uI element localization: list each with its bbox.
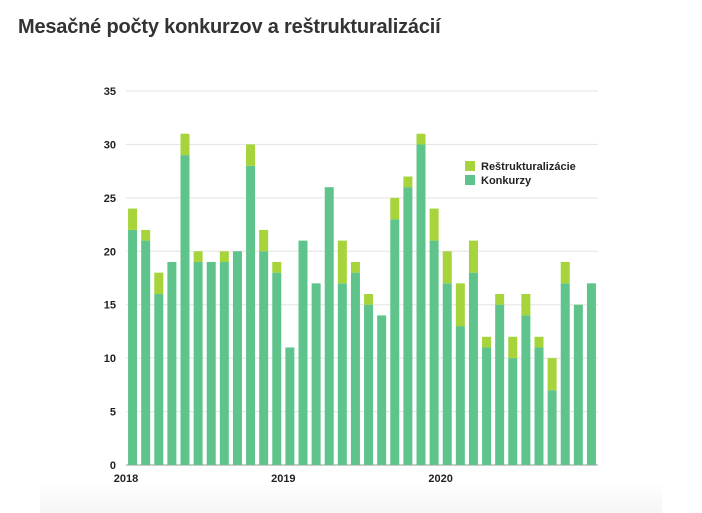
- y-tick-label: 5: [110, 407, 116, 419]
- bar-konkurzy: [521, 315, 531, 465]
- bar-konkurzy: [324, 187, 334, 465]
- bar-restrukturalizacie: [364, 294, 374, 305]
- bar-konkurzy: [350, 272, 360, 465]
- bar-restrukturalizacie: [495, 294, 505, 305]
- bar-restrukturalizacie: [560, 261, 570, 284]
- bar-konkurzy: [219, 261, 229, 465]
- bar-restrukturalizacie: [128, 208, 138, 230]
- bar-restrukturalizacie: [259, 229, 269, 252]
- bar-restrukturalizacie: [350, 261, 360, 273]
- bar-restrukturalizacie: [416, 133, 426, 145]
- bar-restrukturalizacie: [272, 261, 282, 273]
- bar-restrukturalizacie: [534, 336, 544, 348]
- bar-konkurzy: [390, 219, 400, 465]
- bar-konkurzy: [482, 347, 492, 465]
- bar-restrukturalizacie: [154, 272, 164, 295]
- bar-konkurzy: [495, 304, 505, 465]
- bar-konkurzy: [141, 240, 151, 465]
- bar-restrukturalizacie: [508, 336, 518, 359]
- y-tick-label: 35: [104, 86, 116, 98]
- bar-konkurzy: [429, 240, 439, 465]
- bar-konkurzy: [455, 326, 465, 465]
- bar-restrukturalizacie: [547, 358, 557, 391]
- bar-restrukturalizacie: [482, 336, 492, 348]
- bar-konkurzy: [259, 251, 269, 465]
- bar-restrukturalizacie: [442, 251, 452, 284]
- bar-konkurzy: [193, 261, 203, 465]
- y-tick-label: 15: [104, 300, 116, 312]
- legend-swatch: [465, 175, 475, 185]
- bar-konkurzy: [586, 283, 596, 465]
- bar-konkurzy: [573, 304, 583, 465]
- bottom-fade: [40, 482, 662, 513]
- legend-swatch: [465, 161, 475, 171]
- legend-label: Konkurzy: [481, 175, 532, 187]
- bar-restrukturalizacie: [455, 283, 465, 327]
- bar-restrukturalizacie: [403, 176, 413, 188]
- bar-restrukturalizacie: [390, 197, 400, 220]
- bar-konkurzy: [442, 283, 452, 465]
- bar-konkurzy: [403, 187, 413, 465]
- bar-konkurzy: [232, 251, 242, 465]
- bar-konkurzy: [508, 358, 518, 465]
- bar-konkurzy: [468, 272, 478, 465]
- bar-restrukturalizacie: [219, 251, 229, 262]
- bar-restrukturalizacie: [193, 251, 203, 262]
- bar-konkurzy: [206, 261, 216, 465]
- bar-konkurzy: [311, 283, 321, 465]
- bar-restrukturalizacie: [429, 208, 439, 241]
- bar-konkurzy: [534, 347, 544, 465]
- bar-restrukturalizacie: [180, 133, 190, 156]
- bar-konkurzy: [180, 155, 190, 465]
- chart-title: Mesačné počty konkurzov a reštrukturaliz…: [18, 16, 441, 38]
- bar-konkurzy: [154, 294, 164, 465]
- y-tick-label: 0: [110, 460, 116, 472]
- bar-konkurzy: [246, 165, 256, 466]
- bar-restrukturalizacie: [141, 229, 151, 241]
- y-tick-label: 10: [104, 353, 116, 365]
- bar-konkurzy: [128, 229, 138, 465]
- y-tick-label: 25: [104, 193, 116, 205]
- bar-konkurzy: [285, 347, 295, 465]
- bar-konkurzy: [377, 315, 387, 465]
- bar-restrukturalizacie: [521, 294, 531, 316]
- bar-restrukturalizacie: [337, 240, 347, 284]
- bar-konkurzy: [560, 283, 570, 465]
- bar-konkurzy: [167, 261, 177, 465]
- bar-konkurzy: [298, 240, 308, 465]
- bar-konkurzy: [272, 272, 282, 465]
- y-tick-label: 30: [104, 139, 116, 151]
- bar-restrukturalizacie: [468, 240, 478, 273]
- bar-restrukturalizacie: [246, 144, 256, 166]
- legend-label: Reštrukturalizácie: [481, 161, 576, 173]
- bar-konkurzy: [364, 304, 374, 465]
- bar-konkurzy: [416, 144, 426, 465]
- y-tick-label: 20: [104, 246, 116, 258]
- bar-konkurzy: [337, 283, 347, 465]
- bar-konkurzy: [547, 390, 557, 465]
